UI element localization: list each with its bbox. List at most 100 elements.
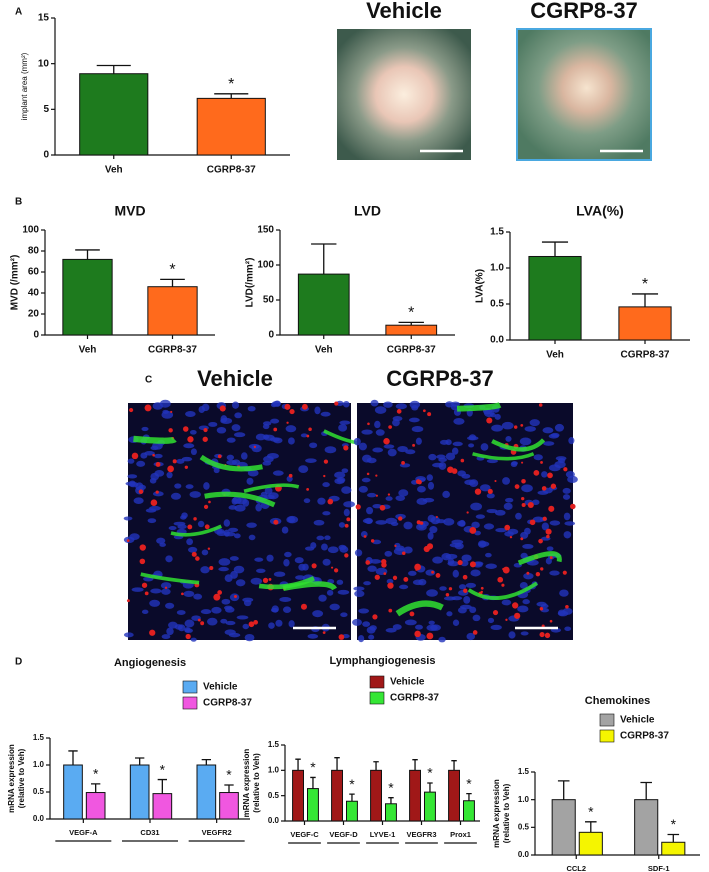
error-bar [585, 821, 597, 833]
nucleus [303, 498, 311, 504]
nucleus [354, 590, 365, 598]
nucleus [154, 469, 165, 477]
nucleus [229, 556, 239, 561]
y-tick-label: 40 [28, 288, 40, 299]
red-signal [253, 445, 257, 449]
x-tick-label: Veh [79, 345, 97, 356]
red-signal [268, 577, 272, 581]
nucleus [221, 598, 231, 605]
red-signal [502, 567, 505, 571]
error-bar [334, 757, 340, 771]
red-signal [306, 488, 310, 491]
nucleus [189, 491, 201, 498]
nucleus [387, 448, 397, 457]
significance-mark: * [228, 76, 234, 93]
nucleus [170, 492, 182, 500]
bar [219, 792, 239, 820]
nucleus [510, 461, 518, 467]
red-signal [155, 462, 161, 467]
error-bar [667, 833, 680, 843]
red-signal [562, 570, 567, 575]
nucleus [310, 542, 317, 549]
nucleus [408, 570, 417, 576]
panel-label: A [15, 7, 22, 18]
error-bar [96, 64, 131, 74]
nucleus [294, 557, 304, 564]
red-signal [306, 434, 310, 438]
nucleus [145, 508, 157, 513]
nucleus [326, 589, 334, 596]
nucleus [189, 429, 197, 435]
nucleus [521, 484, 533, 493]
nucleus [316, 535, 325, 541]
nucleus [233, 432, 246, 438]
nucleus [270, 607, 279, 613]
nucleus [466, 632, 476, 641]
nucleus [426, 589, 438, 597]
nucleus [250, 577, 263, 585]
nucleus [564, 521, 576, 526]
bar [634, 799, 659, 856]
nucleus [501, 421, 514, 430]
bar [297, 273, 350, 336]
error-bar [214, 93, 249, 99]
red-signal [540, 461, 543, 464]
red-signal [474, 488, 482, 495]
y-tick-label: 0.5 [490, 299, 504, 310]
red-signal [466, 511, 469, 514]
nucleus [216, 426, 227, 434]
nucleus [186, 538, 194, 546]
nucleus [385, 496, 393, 501]
vessel [472, 452, 535, 461]
y-tick-label: 0 [33, 330, 39, 341]
red-signal [394, 544, 397, 547]
red-signal [164, 586, 168, 589]
nucleus [429, 526, 438, 534]
red-signal [538, 538, 543, 544]
significance-mark: * [169, 262, 175, 279]
y-tick-label: 20 [28, 309, 40, 320]
red-signal [184, 465, 188, 469]
nucleus [240, 452, 248, 460]
nucleus [184, 619, 195, 628]
nucleus [428, 620, 435, 625]
nucleus [184, 628, 193, 634]
nucleus [372, 447, 384, 453]
nucleus [165, 555, 173, 563]
nucleus [339, 545, 349, 553]
nucleus [415, 624, 423, 630]
red-signal [187, 436, 194, 443]
red-signal [526, 571, 530, 575]
nucleus [152, 402, 164, 410]
nucleus [383, 444, 395, 449]
red-signal [480, 586, 484, 590]
error-bar [373, 761, 379, 771]
nucleus [537, 490, 549, 495]
bar [409, 769, 421, 822]
nucleus [131, 587, 144, 592]
nucleus [542, 427, 554, 434]
nucleus [266, 453, 279, 459]
nucleus [554, 423, 565, 432]
y-axis-label: MVD (/mm²) [10, 255, 21, 311]
nucleus [563, 512, 571, 521]
y-tick-label: 1.5 [518, 767, 530, 776]
nucleus [128, 480, 136, 487]
nucleus [312, 610, 324, 618]
red-signal [344, 523, 349, 528]
nucleus [228, 527, 239, 533]
red-signal [152, 453, 155, 457]
nucleus [322, 558, 331, 566]
nucleus [185, 484, 194, 489]
nucleus [466, 436, 479, 441]
y-tick-label: 1.5 [33, 733, 45, 742]
nucleus [365, 519, 373, 524]
nucleus [254, 557, 264, 562]
red-signal [334, 401, 339, 406]
nucleus [193, 593, 203, 600]
nucleus [445, 401, 454, 408]
nucleus [190, 448, 197, 456]
nucleus [465, 582, 477, 588]
nucleus [220, 618, 228, 624]
nucleus [520, 552, 528, 559]
